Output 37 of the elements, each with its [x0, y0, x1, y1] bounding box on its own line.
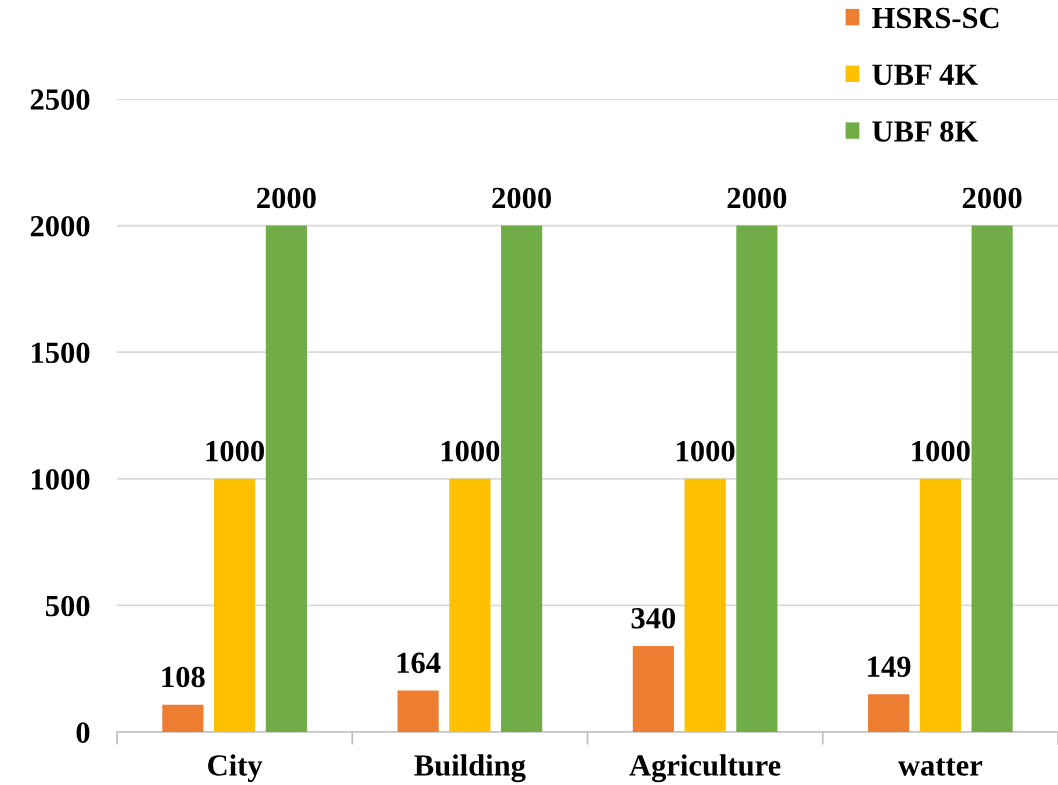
- x-tick-label: City: [208, 754, 263, 783]
- data-label: 2000: [492, 187, 552, 209]
- bar: [501, 225, 543, 732]
- bar: [684, 478, 726, 732]
- bar: [449, 478, 491, 732]
- y-tick-label: 1500: [31, 342, 90, 364]
- y-tick-label: 1000: [31, 469, 90, 490]
- data-label: 1000: [912, 440, 970, 462]
- bar: [736, 225, 778, 732]
- data-label: 108: [162, 666, 205, 688]
- bar: [919, 478, 961, 732]
- bar: [971, 225, 1013, 732]
- y-tick-label: 2000: [30, 215, 90, 237]
- bar: [214, 478, 256, 732]
- data-label: 340: [631, 607, 676, 629]
- y-tick-label: 0: [76, 722, 90, 743]
- data-label: 1000: [206, 440, 265, 462]
- bar: [632, 645, 674, 732]
- data-label: 1000: [441, 440, 500, 462]
- data-label: 2000: [962, 187, 1022, 209]
- y-tick-label: 500: [46, 595, 90, 617]
- x-tick-label: Building: [414, 754, 526, 783]
- y-tick-label: 2500: [30, 89, 90, 110]
- bar: [265, 225, 307, 732]
- x-tick-label: watter: [898, 758, 983, 776]
- data-label: 149: [868, 656, 911, 677]
- bar: [162, 704, 204, 732]
- data-label: 2000: [257, 187, 316, 209]
- data-label: 1000: [677, 440, 735, 462]
- legend-label: HSRS-SC: [872, 7, 999, 29]
- bar: [868, 694, 910, 732]
- data-label: 164: [397, 652, 441, 674]
- bar: [397, 690, 439, 732]
- legend-label: UBF 4K: [872, 64, 978, 85]
- data-label: 2000: [727, 187, 787, 209]
- x-tick-label: Agriculture: [629, 754, 781, 783]
- legend-label: UBF 8K: [872, 121, 978, 142]
